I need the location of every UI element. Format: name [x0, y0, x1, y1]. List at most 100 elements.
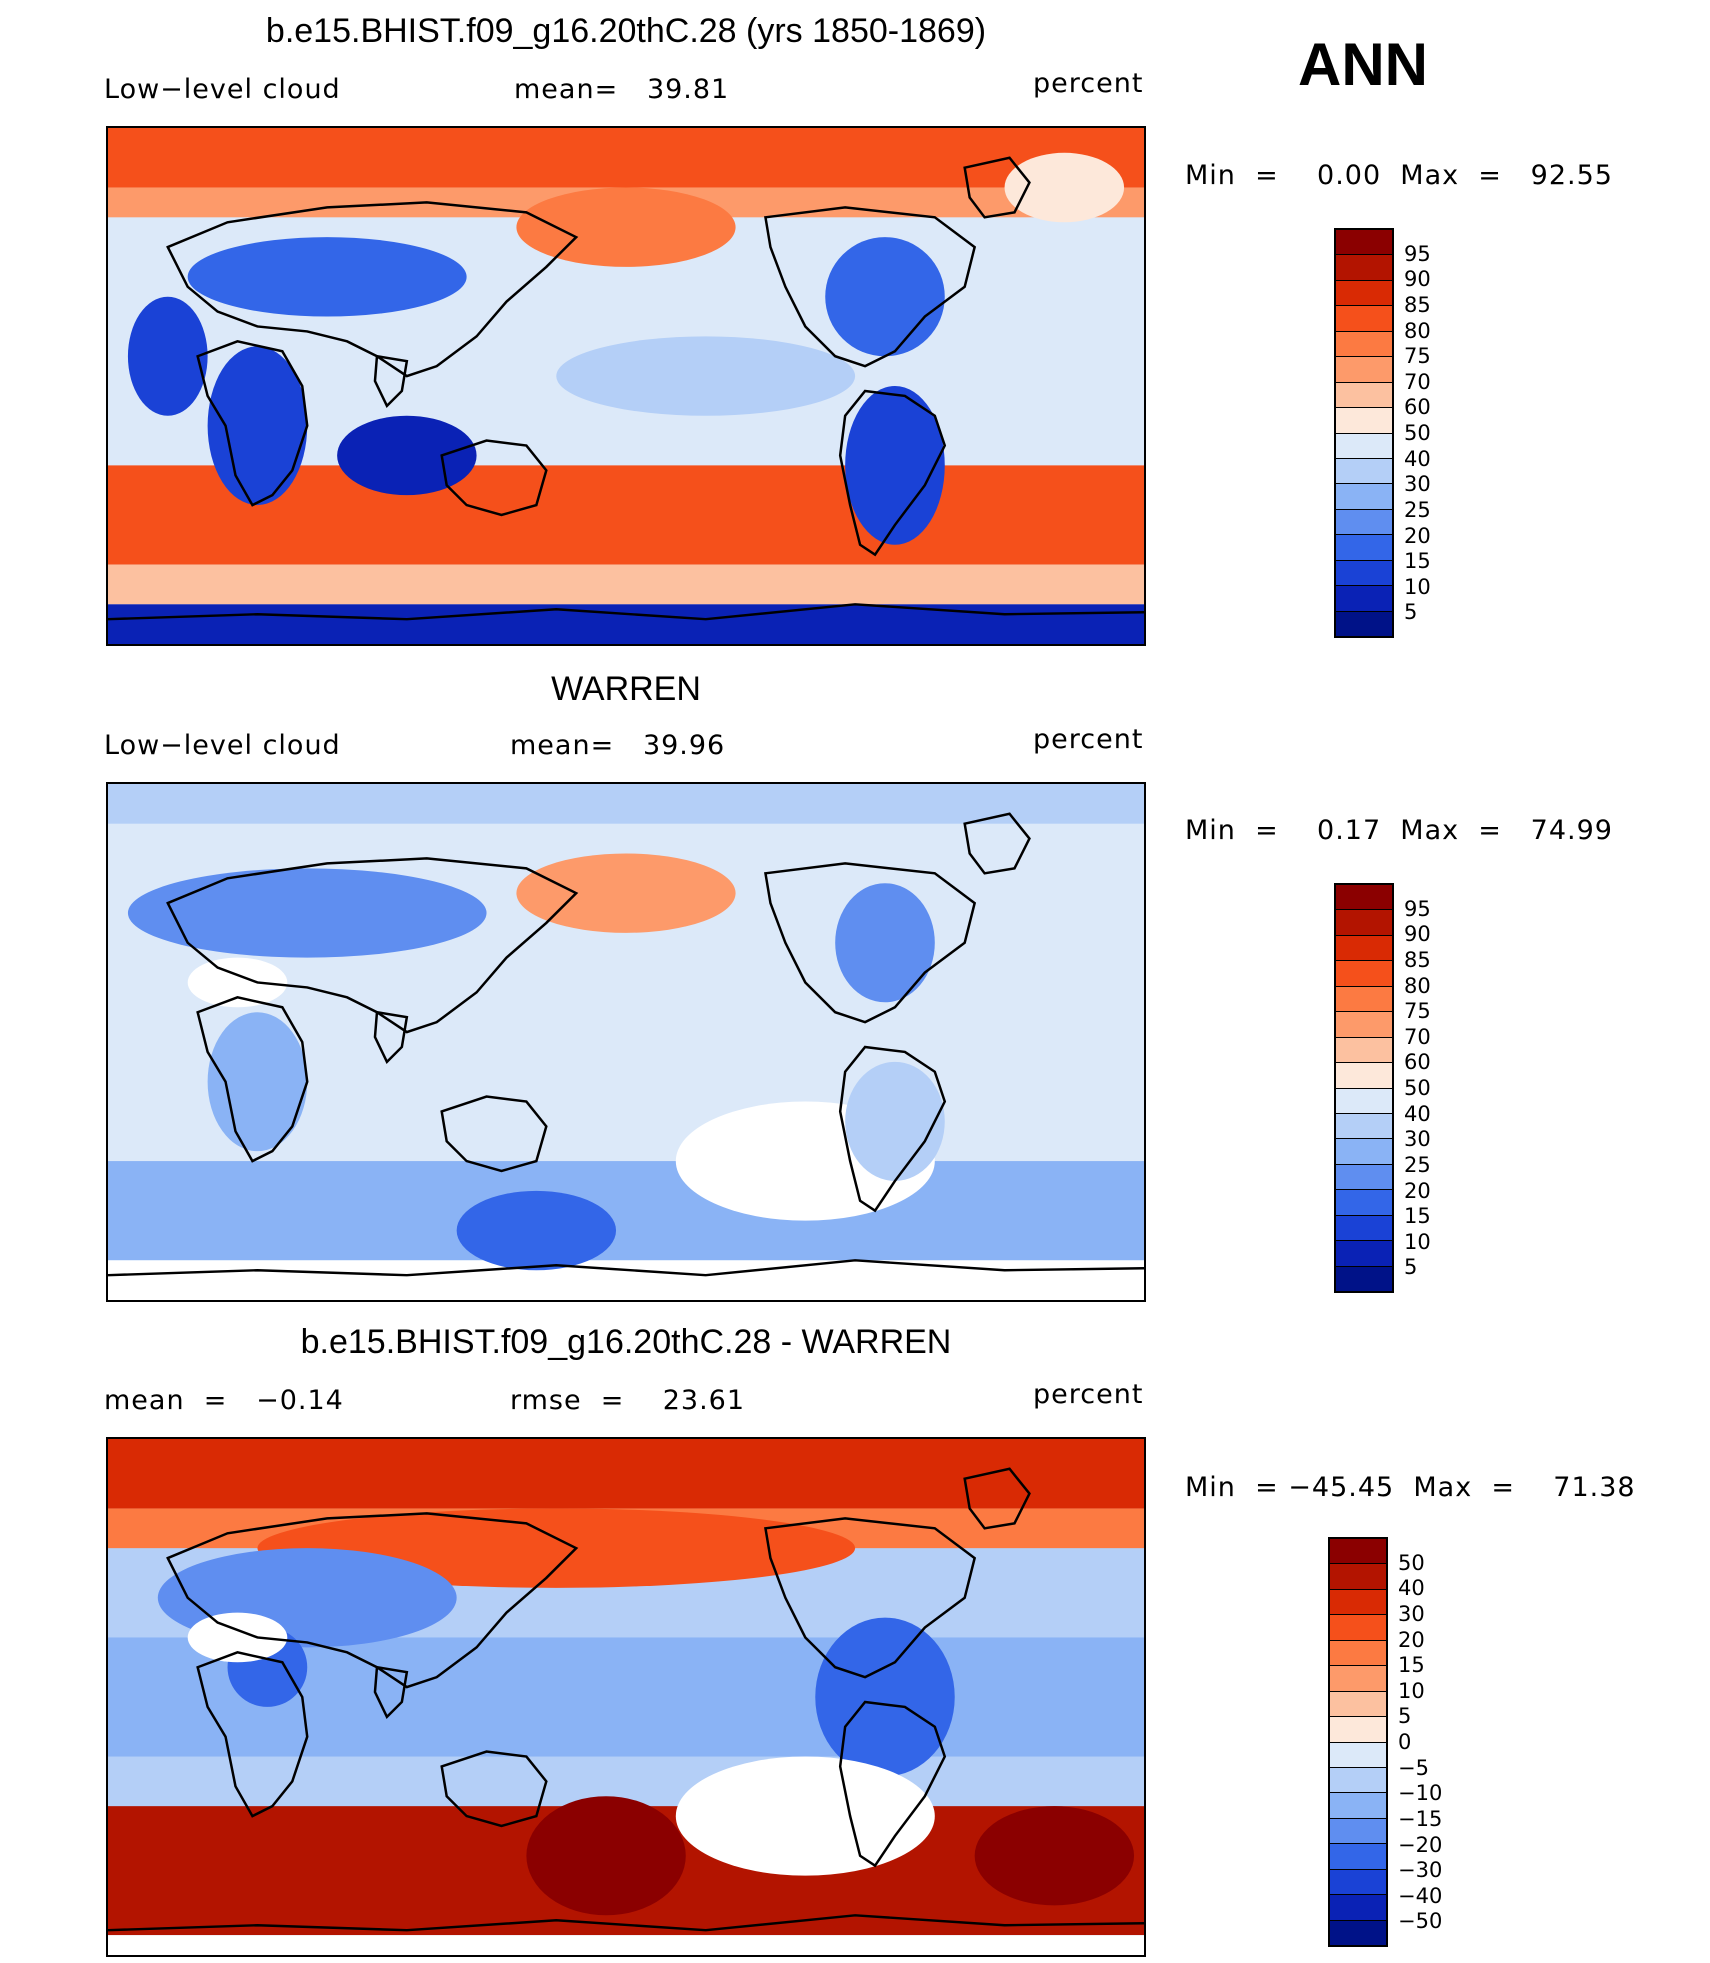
- colorbar-segment: [1336, 1241, 1392, 1267]
- colorbar-tick-label: 5: [1404, 1255, 1418, 1280]
- colorbar-tick-label: 60: [1404, 1050, 1431, 1075]
- map-field: [108, 128, 1144, 644]
- colorbar-tick-label: 75: [1404, 999, 1431, 1024]
- season-label: ANN: [1298, 31, 1428, 98]
- colorbar-tick-label: 5: [1404, 600, 1418, 625]
- colorbar-segment: [1330, 1666, 1386, 1692]
- colorbar-segment: [1330, 1640, 1386, 1667]
- colorbar-tick-label: 0: [1398, 1730, 1412, 1754]
- colorbar-tick-label: −5: [1398, 1755, 1429, 1780]
- panel2-mean-label: mean= 39.96: [510, 730, 726, 761]
- colorbar-tick-label: 5: [1398, 1704, 1412, 1729]
- colorbar-segment: [1330, 1895, 1386, 1921]
- colorbar-tick-label: 20: [1404, 1178, 1431, 1203]
- panel1-units-label: percent: [1033, 68, 1144, 99]
- panel1-colorbar: [1334, 228, 1394, 638]
- colorbar-segment: [1336, 1190, 1392, 1216]
- colorbar-tick-label: 70: [1404, 369, 1431, 394]
- colorbar-tick-label: −20: [1398, 1832, 1443, 1857]
- colorbar-tick-label: 10: [1404, 1229, 1431, 1254]
- colorbar-segment: [1336, 1266, 1392, 1291]
- colorbar-tick-label: −50: [1398, 1909, 1443, 1934]
- colorbar-tick-label: 75: [1404, 344, 1431, 369]
- colorbar-segment: [1336, 910, 1392, 936]
- colorbar-segment: [1330, 1818, 1386, 1845]
- colorbar-segment: [1330, 1589, 1386, 1616]
- colorbar-tick-label: 50: [1404, 1076, 1431, 1100]
- colorbar-segment: [1336, 611, 1392, 636]
- panel3-rmse-label: rmse = 23.61: [510, 1385, 746, 1416]
- panel2-units-label: percent: [1033, 724, 1144, 755]
- colorbar-tick-label: 70: [1404, 1024, 1431, 1049]
- colorbar-segment: [1330, 1742, 1386, 1768]
- colorbar-tick-label: −30: [1398, 1858, 1443, 1883]
- colorbar-tick-label: 10: [1404, 574, 1431, 599]
- panel3-colorbar: [1328, 1537, 1388, 1947]
- colorbar-segment: [1336, 1063, 1392, 1089]
- panel3-map: [106, 1437, 1146, 1957]
- colorbar-tick-label: 40: [1404, 1101, 1431, 1126]
- colorbar-segment: [1330, 1844, 1386, 1870]
- colorbar-segment: [1336, 560, 1392, 587]
- colorbar-segment: [1330, 1691, 1386, 1718]
- panel3-units-label: percent: [1033, 1379, 1144, 1410]
- colorbar-segment: [1336, 1113, 1392, 1140]
- panel2-map: [106, 782, 1146, 1302]
- colorbar-segment: [1336, 382, 1392, 409]
- colorbar-tick-label: −10: [1398, 1781, 1443, 1806]
- panel1-map: [106, 126, 1146, 646]
- colorbar-segment: [1330, 1564, 1386, 1590]
- colorbar-segment: [1336, 458, 1392, 485]
- map-field: [108, 1439, 1144, 1955]
- colorbar-tick-label: 95: [1404, 241, 1431, 266]
- colorbar-segment: [1336, 1088, 1392, 1114]
- colorbar-segment: [1336, 885, 1392, 911]
- panel1-minmax: Min = 0.00 Max = 92.55: [1185, 160, 1613, 191]
- colorbar-tick-label: 85: [1404, 947, 1431, 972]
- panel3-title: b.e15.BHIST.f09_g16.20thC.28 - WARREN: [300, 1323, 952, 1361]
- colorbar-segment: [1336, 1164, 1392, 1191]
- colorbar-tick-label: 20: [1398, 1627, 1425, 1652]
- colorbar-tick-label: 15: [1398, 1653, 1425, 1678]
- colorbar-tick-label: 30: [1404, 1127, 1431, 1152]
- colorbar-segment: [1336, 484, 1392, 510]
- colorbar-segment: [1330, 1920, 1386, 1945]
- map-field: [108, 784, 1144, 1300]
- colorbar-tick-label: 80: [1404, 318, 1431, 343]
- panel2-minmax: Min = 0.17 Max = 74.99: [1185, 815, 1613, 846]
- colorbar-segment: [1336, 280, 1392, 307]
- colorbar-segment: [1336, 1215, 1392, 1242]
- colorbar-segment: [1336, 509, 1392, 536]
- panel1-variable-label: Low−level cloud: [104, 74, 341, 105]
- colorbar-segment: [1330, 1717, 1386, 1743]
- colorbar-segment: [1330, 1793, 1386, 1819]
- colorbar-tick-label: −15: [1398, 1806, 1443, 1831]
- colorbar-segment: [1336, 230, 1392, 256]
- colorbar-tick-label: 25: [1404, 1152, 1431, 1177]
- panel2-colorbar: [1334, 883, 1394, 1293]
- panel2-title: WARREN: [551, 670, 701, 708]
- colorbar-segment: [1330, 1539, 1386, 1565]
- panel1-title: b.e15.BHIST.f09_g16.20thC.28 (yrs 1850-1…: [265, 12, 987, 50]
- colorbar-tick-label: 40: [1398, 1576, 1425, 1601]
- colorbar-segment: [1336, 1037, 1392, 1064]
- colorbar-tick-label: 30: [1404, 472, 1431, 497]
- colorbar-tick-label: 80: [1404, 973, 1431, 998]
- colorbar-segment: [1336, 1012, 1392, 1038]
- colorbar-tick-label: 40: [1404, 446, 1431, 471]
- panel3-minmax: Min = −45.45 Max = 71.38: [1185, 1472, 1636, 1503]
- colorbar-segment: [1336, 535, 1392, 561]
- colorbar-tick-label: 15: [1404, 1204, 1431, 1229]
- colorbar-segment: [1330, 1869, 1386, 1896]
- colorbar-tick-label: 50: [1398, 1550, 1425, 1575]
- colorbar-segment: [1330, 1767, 1386, 1794]
- colorbar-segment: [1336, 586, 1392, 612]
- colorbar-segment: [1330, 1615, 1386, 1641]
- panel3-mean-label: mean = −0.14: [104, 1385, 344, 1416]
- colorbar-segment: [1336, 408, 1392, 434]
- colorbar-segment: [1336, 306, 1392, 332]
- panel1-mean-label: mean= 39.81: [514, 74, 730, 105]
- colorbar-tick-label: 95: [1404, 896, 1431, 921]
- colorbar-tick-label: 60: [1404, 395, 1431, 420]
- colorbar-segment: [1336, 255, 1392, 281]
